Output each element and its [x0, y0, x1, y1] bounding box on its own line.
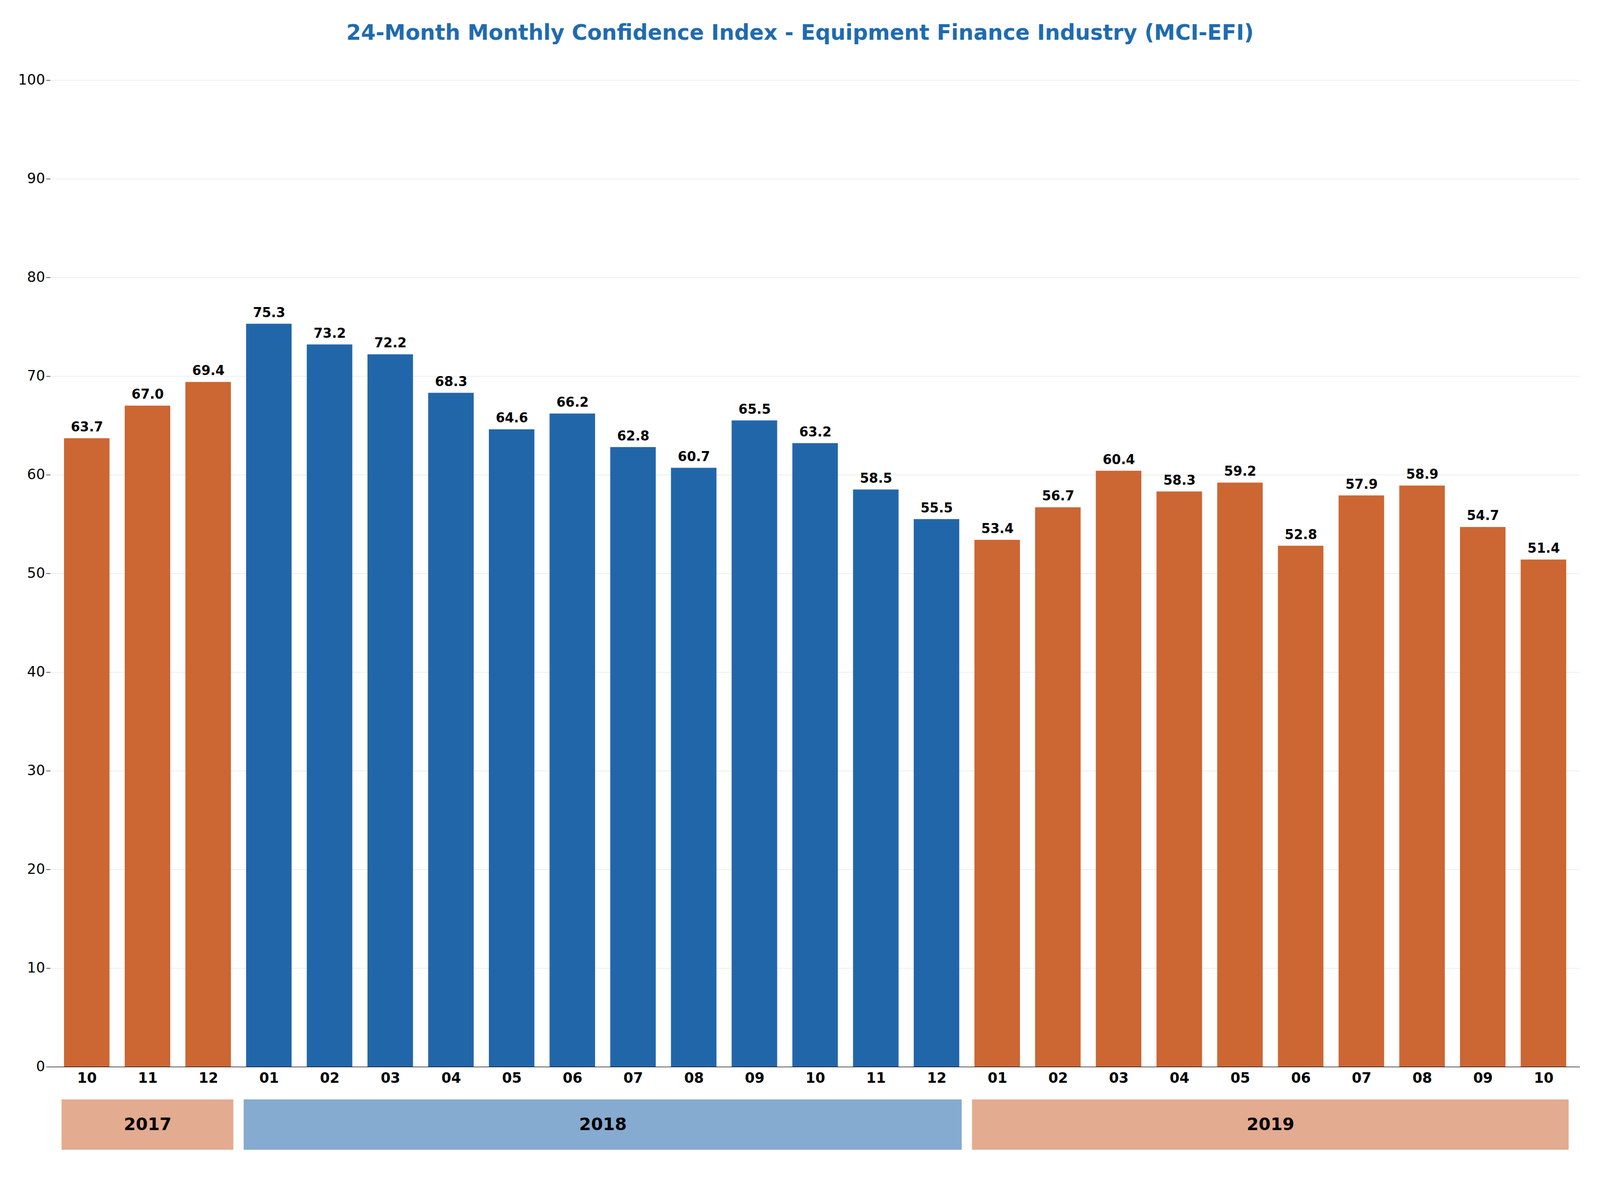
svg-text:63.2: 63.2 — [798, 424, 832, 440]
svg-text:56.7: 56.7 — [1042, 488, 1075, 504]
svg-text:53.4: 53.4 — [981, 521, 1014, 537]
svg-text:68.3: 68.3 — [434, 374, 468, 390]
svg-text:01: 01 — [259, 1069, 279, 1087]
svg-text:05: 05 — [1230, 1069, 1251, 1087]
svg-text:02: 02 — [320, 1069, 340, 1087]
svg-text:72.2: 72.2 — [374, 335, 407, 351]
svg-text:73.2: 73.2 — [313, 325, 346, 341]
svg-text:10: 10 — [805, 1069, 826, 1087]
svg-text:01: 01 — [987, 1069, 1008, 1087]
svg-text:58.9: 58.9 — [1406, 466, 1439, 482]
svg-text:2017: 2017 — [123, 1114, 172, 1135]
svg-text:06: 06 — [562, 1069, 583, 1087]
svg-text:20: 20 — [27, 860, 46, 878]
svg-text:11: 11 — [866, 1069, 887, 1087]
svg-text:58.3: 58.3 — [1163, 472, 1196, 488]
svg-text:100: 100 — [18, 71, 45, 89]
html-text:24-Month Monthly Confidence In: 24-Month Monthly Confidence Index - Equi… — [346, 20, 1254, 45]
svg-text:75.3: 75.3 — [252, 305, 285, 321]
svg-text:10: 10 — [1534, 1069, 1554, 1087]
svg-text:02: 02 — [1048, 1069, 1068, 1087]
svg-text:57.9: 57.9 — [1345, 476, 1378, 492]
svg-text:80: 80 — [27, 268, 46, 286]
svg-text:69.4: 69.4 — [192, 362, 225, 379]
svg-text:0: 0 — [36, 1058, 46, 1075]
svg-text:06: 06 — [1290, 1069, 1311, 1087]
svg-text:64.6: 64.6 — [495, 410, 529, 426]
svg-text:07: 07 — [623, 1069, 643, 1087]
svg-text:04: 04 — [441, 1069, 462, 1087]
svg-text:11: 11 — [137, 1069, 158, 1087]
svg-text:70: 70 — [27, 367, 46, 385]
svg-text:55.5: 55.5 — [920, 500, 954, 516]
svg-text:2019: 2019 — [1246, 1114, 1295, 1135]
svg-text:07: 07 — [1351, 1069, 1372, 1087]
svg-text:60.4: 60.4 — [1102, 452, 1135, 468]
svg-text:2018: 2018 — [578, 1114, 627, 1135]
svg-text:58.5: 58.5 — [859, 470, 893, 486]
svg-text:40: 40 — [27, 663, 46, 681]
svg-text:10: 10 — [77, 1069, 97, 1087]
svg-text:12: 12 — [926, 1069, 947, 1087]
svg-text:60: 60 — [27, 466, 46, 483]
svg-text:65.5: 65.5 — [738, 401, 771, 417]
svg-text:51.4: 51.4 — [1527, 540, 1560, 556]
svg-text:62.8: 62.8 — [617, 428, 650, 444]
svg-text:90: 90 — [27, 170, 46, 187]
svg-text:63.7: 63.7 — [70, 419, 104, 435]
svg-text:66.2: 66.2 — [556, 394, 589, 410]
svg-text:54.7: 54.7 — [1467, 507, 1500, 524]
svg-text:60.7: 60.7 — [677, 449, 710, 465]
svg-text:52.8: 52.8 — [1284, 527, 1318, 543]
svg-text:30: 30 — [27, 762, 46, 779]
svg-text:09: 09 — [744, 1069, 765, 1087]
svg-text:12: 12 — [198, 1069, 218, 1087]
svg-text:08: 08 — [1412, 1069, 1433, 1087]
svg-text:03: 03 — [1109, 1069, 1129, 1087]
svg-text:50: 50 — [27, 564, 46, 582]
svg-text:59.2: 59.2 — [1223, 463, 1257, 479]
svg-text:10: 10 — [27, 959, 46, 977]
svg-text:03: 03 — [380, 1069, 401, 1087]
svg-text:67.0: 67.0 — [131, 386, 164, 402]
svg-text:04: 04 — [1169, 1069, 1190, 1087]
svg-text:09: 09 — [1473, 1069, 1493, 1087]
svg-text:08: 08 — [684, 1069, 704, 1087]
svg-text:05: 05 — [501, 1069, 522, 1087]
